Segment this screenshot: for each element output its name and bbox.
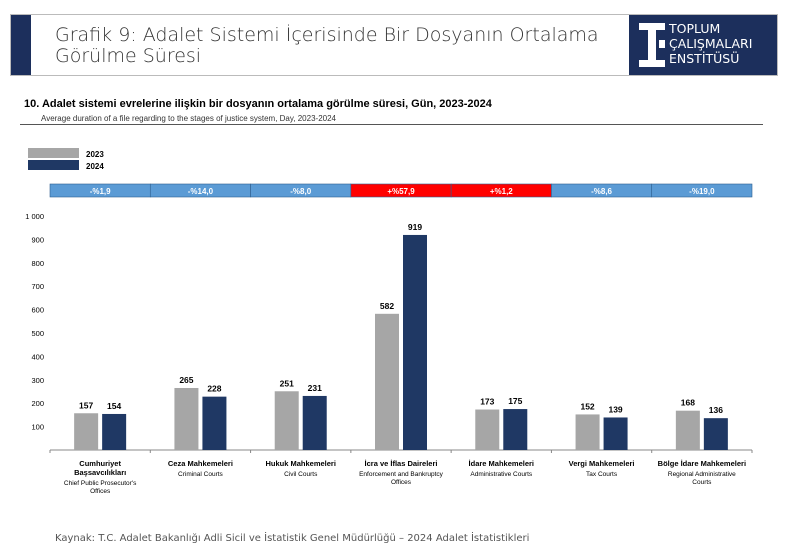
- page-title: Grafik 9: Adalet Sistemi İçerisinde Bir …: [55, 25, 599, 67]
- category-label-en: Regional Administrative: [668, 471, 736, 478]
- bar-2024: [102, 413, 127, 450]
- data-label: 919: [408, 222, 422, 232]
- data-label: 231: [308, 383, 322, 393]
- title-line-2: Görülme Süresi: [55, 45, 202, 67]
- slide-header: Grafik 9: Adalet Sistemi İçerisinde Bir …: [10, 14, 778, 76]
- category-label-en: Criminal Courts: [178, 471, 224, 478]
- category-label: İdare Mahkemeleri: [469, 459, 534, 468]
- source-note: Kaynak: T.C. Adalet Bakanlığı Adli Sicil…: [55, 533, 530, 544]
- bar-2024: [603, 417, 628, 450]
- data-label: 136: [709, 405, 723, 415]
- bar-2024: [703, 418, 728, 450]
- category-label-en: Offices: [391, 479, 412, 486]
- data-label: 168: [681, 398, 695, 408]
- category-label: Ceza Mahkemeleri: [168, 459, 233, 468]
- y-tick-label: 800: [31, 259, 44, 268]
- data-label: 228: [207, 384, 221, 394]
- header-accent-strip: [11, 15, 31, 75]
- category-label: Vergi Mahkemeleri: [569, 459, 635, 468]
- data-label: 157: [79, 400, 93, 410]
- data-label: 154: [107, 401, 121, 411]
- title-line-1: Grafik 9: Adalet Sistemi İçerisinde Bir …: [55, 24, 599, 46]
- change-label: -%8,6: [591, 187, 612, 196]
- bar-2024: [202, 396, 227, 450]
- data-label: 173: [480, 397, 494, 407]
- y-tick-label: 200: [31, 399, 44, 408]
- bar-2024: [403, 234, 427, 450]
- bar-2023: [675, 410, 700, 450]
- logo-text: ENSTİTÜSÜ: [669, 51, 740, 66]
- category-label-en: Administrative Courts: [470, 471, 533, 478]
- category-label: Başsavcılıkları: [74, 468, 126, 477]
- bar-2023: [475, 409, 500, 450]
- logo-text: TOPLUM: [669, 21, 721, 36]
- chart-subtitle: Average duration of a file regarding to …: [41, 114, 336, 123]
- y-tick-label: 100: [31, 423, 44, 432]
- change-label: +%1,2: [490, 187, 513, 196]
- category-label-en: Tax Courts: [586, 471, 618, 478]
- change-label: +%57,9: [387, 187, 415, 196]
- category-label-en: Enforcement and Bankruptcy: [359, 471, 444, 478]
- y-tick-label: 500: [31, 329, 44, 338]
- bar-2023: [74, 413, 99, 450]
- bar-2023: [174, 387, 199, 450]
- category-label: Bölge İdare Mahkemeleri: [658, 459, 746, 468]
- legend-label-2024: 2024: [86, 162, 104, 171]
- data-label: 265: [179, 375, 193, 385]
- bar-2023: [375, 313, 399, 450]
- category-label-en: Civil Courts: [284, 471, 318, 478]
- logo: TOPLUM ÇALIŞMALARI ENSTİTÜSÜ: [629, 15, 777, 75]
- category-label-en: Chief Public Prosecutor's: [64, 480, 137, 487]
- y-tick-label: 400: [31, 352, 44, 361]
- y-tick-label: 600: [31, 306, 44, 315]
- change-cell: [651, 183, 753, 198]
- bar-2024: [503, 409, 528, 450]
- legend-label-2023: 2023: [86, 150, 104, 159]
- data-label: 175: [508, 396, 522, 406]
- bar-2024: [302, 395, 327, 450]
- logo-text: ÇALIŞMALARI: [669, 36, 753, 51]
- y-tick-label: 900: [31, 235, 44, 244]
- category-label: Hukuk Mahkemeleri: [265, 459, 335, 468]
- change-label: -%19,0: [689, 187, 715, 196]
- y-tick-label: 300: [31, 376, 44, 385]
- data-label: 582: [380, 301, 394, 311]
- change-label: -%1,9: [90, 187, 111, 196]
- change-label: -%8,0: [290, 187, 311, 196]
- change-label: -%14,0: [188, 187, 214, 196]
- divider: [20, 124, 763, 125]
- y-tick-label: 700: [31, 282, 44, 291]
- category-label-en: Courts: [692, 479, 712, 486]
- bar-2023: [575, 414, 600, 450]
- legend-swatch-2023: [28, 148, 79, 158]
- y-tick-label: 1 000: [25, 212, 44, 221]
- data-label: 251: [280, 378, 294, 388]
- category-label: Cumhuriyet: [79, 459, 121, 468]
- data-label: 139: [608, 404, 622, 414]
- bar-2023: [274, 391, 299, 450]
- chart-title: 10. Adalet sistemi evrelerine ilişkin bi…: [24, 98, 492, 110]
- category-label: İcra ve İflas Daireleri: [365, 459, 438, 468]
- legend-swatch-2024: [28, 160, 79, 170]
- category-label-en: Offices: [90, 488, 111, 495]
- logo-mark-icon: [639, 23, 665, 67]
- data-label: 152: [580, 401, 594, 411]
